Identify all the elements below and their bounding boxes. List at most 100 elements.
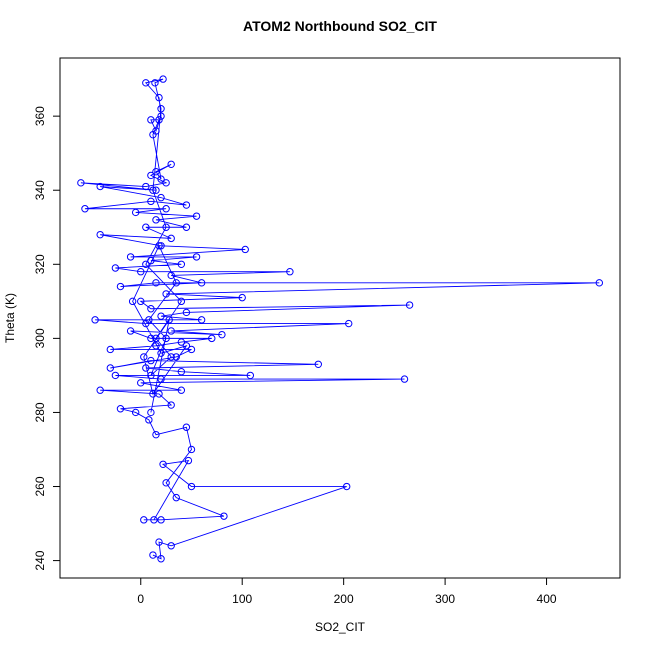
data-point <box>167 234 175 243</box>
data-point <box>177 386 186 394</box>
data-point <box>147 356 155 365</box>
data-point <box>152 279 160 287</box>
x-axis-label: SO2_CIT <box>315 620 366 634</box>
chart-title: ATOM2 Northbound SO2_CIT <box>243 18 437 34</box>
data-point <box>246 371 255 380</box>
y-tick-label: 360 <box>33 106 47 126</box>
data-point <box>182 201 191 209</box>
data-point <box>172 279 180 287</box>
data-point <box>159 460 167 468</box>
data-point <box>197 316 206 324</box>
data-point <box>152 168 160 176</box>
data-point <box>152 127 160 135</box>
data-point <box>167 160 175 168</box>
data-point <box>96 182 104 191</box>
data-point <box>208 334 216 343</box>
data-point <box>157 516 165 524</box>
data-point <box>167 327 175 335</box>
data-point <box>192 253 201 261</box>
data-point <box>286 268 294 276</box>
data-point <box>126 253 135 261</box>
data-point <box>142 223 150 231</box>
data-point <box>165 316 173 324</box>
data-point <box>159 75 167 83</box>
data-point <box>177 338 186 346</box>
data-point <box>192 212 201 220</box>
y-tick-label: 240 <box>33 550 47 570</box>
data-point <box>111 371 120 380</box>
data-point <box>147 197 155 206</box>
data-point <box>152 430 160 439</box>
data-point <box>182 308 191 317</box>
data-point <box>157 112 165 120</box>
data-point <box>182 342 191 350</box>
data-point <box>155 538 163 546</box>
y-tick-label: 260 <box>33 476 47 496</box>
data-point <box>157 555 165 563</box>
data-point <box>241 245 249 254</box>
plot-frame <box>59 57 621 579</box>
data-point <box>149 551 157 559</box>
data-point <box>151 79 159 87</box>
data-point <box>142 182 150 191</box>
data-point <box>131 408 140 417</box>
y-tick-label: 320 <box>33 254 47 274</box>
data-point <box>157 105 165 113</box>
data-point <box>91 316 99 324</box>
data-point <box>162 179 170 187</box>
data-point <box>595 279 604 287</box>
data-point <box>116 282 125 291</box>
data-point <box>184 456 193 465</box>
data-point <box>77 179 85 187</box>
y-tick-label: 280 <box>33 402 47 422</box>
data-point <box>137 268 145 276</box>
data-point <box>182 423 191 431</box>
data-point <box>140 516 148 524</box>
data-point <box>157 242 165 250</box>
data-point <box>147 334 155 343</box>
data-point <box>167 353 175 361</box>
x-tick-label: 200 <box>334 592 354 606</box>
data-point <box>147 371 155 380</box>
data-point <box>126 327 135 335</box>
data-point <box>167 271 175 280</box>
data-point <box>128 297 137 306</box>
data-point <box>342 482 351 491</box>
data-point <box>131 208 140 217</box>
data-point <box>314 360 322 368</box>
data-point <box>162 290 170 298</box>
data-point <box>238 293 246 302</box>
data-point <box>157 193 165 202</box>
data-point <box>155 116 163 124</box>
data-point <box>111 264 120 272</box>
data-point <box>96 386 104 394</box>
data-point <box>149 390 157 398</box>
data-point <box>149 186 157 194</box>
y-axis-label: Theta (K) <box>3 293 17 343</box>
data-point <box>152 216 160 224</box>
data-point <box>405 301 414 309</box>
data-point <box>182 223 191 231</box>
data-point <box>167 401 175 409</box>
data-point <box>152 334 160 343</box>
data-point <box>145 316 153 324</box>
data-point <box>142 79 150 87</box>
data-point <box>140 353 148 361</box>
data-point <box>147 116 155 124</box>
data-point <box>152 342 160 350</box>
data-point <box>167 542 175 550</box>
data-point <box>96 230 104 239</box>
data-point <box>218 330 226 339</box>
data-point <box>172 353 180 361</box>
data-point <box>155 93 163 102</box>
data-point <box>137 379 145 387</box>
data-point <box>157 312 165 320</box>
data-point <box>172 493 180 502</box>
data-point <box>197 279 206 287</box>
data-point <box>142 260 150 268</box>
data-point <box>162 334 170 343</box>
data-point <box>177 260 186 268</box>
y-tick-label: 300 <box>33 328 47 348</box>
series-line <box>80 78 600 560</box>
